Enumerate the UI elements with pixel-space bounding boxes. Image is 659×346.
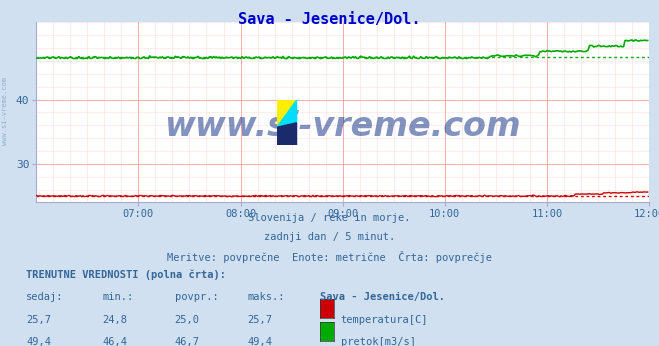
Text: www.si-vreme.com: www.si-vreme.com [2,77,9,145]
Text: www.si-vreme.com: www.si-vreme.com [164,110,521,143]
Text: maks.:: maks.: [247,292,285,302]
Polygon shape [277,100,297,127]
Text: pretok[m3/s]: pretok[m3/s] [341,337,416,346]
Polygon shape [277,100,297,127]
Text: zadnji dan / 5 minut.: zadnji dan / 5 minut. [264,232,395,242]
Text: 46,7: 46,7 [175,337,200,346]
Text: sedaj:: sedaj: [26,292,64,302]
Text: Slovenija / reke in morje.: Slovenija / reke in morje. [248,213,411,223]
Text: povpr.:: povpr.: [175,292,218,302]
Text: Meritve: povprečne  Enote: metrične  Črta: povprečje: Meritve: povprečne Enote: metrične Črta:… [167,251,492,263]
Text: Sava - Jesenice/Dol.: Sava - Jesenice/Dol. [239,12,420,27]
Text: 25,7: 25,7 [247,315,272,325]
Text: 25,7: 25,7 [26,315,51,325]
Text: 25,0: 25,0 [175,315,200,325]
Text: 49,4: 49,4 [26,337,51,346]
Text: temperatura[C]: temperatura[C] [341,315,428,325]
Text: 24,8: 24,8 [102,315,127,325]
Text: 46,4: 46,4 [102,337,127,346]
Text: min.:: min.: [102,292,133,302]
Text: TRENUTNE VREDNOSTI (polna črta):: TRENUTNE VREDNOSTI (polna črta): [26,270,226,280]
Polygon shape [277,123,297,145]
Text: Sava - Jesenice/Dol.: Sava - Jesenice/Dol. [320,292,445,302]
Text: 49,4: 49,4 [247,337,272,346]
